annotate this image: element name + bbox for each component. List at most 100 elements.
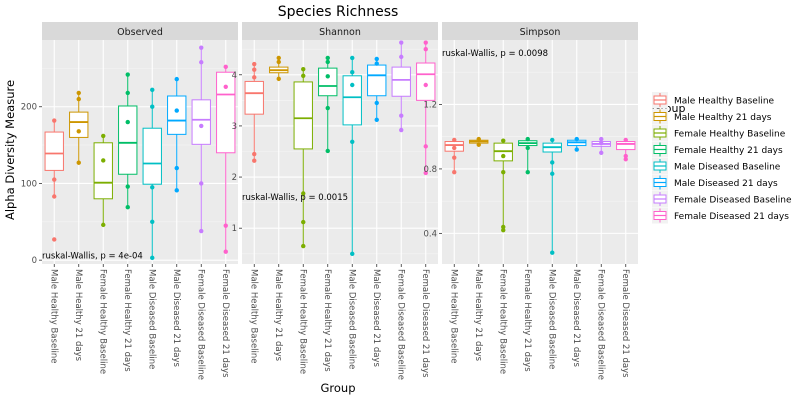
data-point — [525, 136, 530, 142]
box-iqr — [318, 67, 338, 97]
data-point — [423, 40, 428, 45]
data-point — [276, 76, 281, 82]
facet-panel-shannon: Shannon 1 2 3 4 ruskal-Wallis, p = 0.0015 Male… — [232, 22, 438, 380]
data-point — [301, 73, 306, 78]
box-iqr — [167, 95, 187, 135]
kruskal-wallis-annotation: ruskal-Wallis, p = 0.0015 — [242, 193, 348, 203]
data-point — [223, 84, 228, 89]
data-point — [623, 137, 628, 143]
legend-label: Male Healthy 21 days — [674, 113, 772, 123]
data-point — [350, 251, 355, 256]
box-male-healthy-baseline — [444, 137, 464, 175]
data-point — [325, 59, 330, 65]
x-tick-label: Male Diseased Baseline — [546, 269, 556, 369]
data-point — [374, 61, 379, 66]
x-tick-label: Male Healthy 21 days — [273, 269, 283, 362]
facet-strip — [242, 22, 438, 40]
data-point — [399, 54, 404, 60]
box-male-diseased-21-days — [367, 56, 387, 122]
legend-label: Female Healthy Baseline — [674, 130, 786, 140]
x-axis-label: Group — [320, 381, 355, 395]
data-point — [476, 136, 481, 142]
data-point — [550, 160, 555, 165]
box-male-diseased-21-days — [167, 76, 187, 193]
data-point — [501, 224, 506, 230]
data-point — [423, 144, 428, 149]
box-female-healthy-baseline — [493, 138, 513, 233]
x-tick-label: Male Diseased 21 days — [371, 269, 381, 368]
box-iqr — [293, 81, 313, 150]
data-point — [325, 148, 330, 154]
legend-item: Male Diseased Baseline — [652, 158, 781, 174]
box-female-diseased-baseline — [191, 45, 211, 234]
data-point — [199, 60, 204, 65]
data-point — [76, 160, 81, 165]
data-point — [52, 118, 57, 123]
x-tick-label: Female Healthy 21 days — [122, 269, 132, 372]
x-tick-label: Female Diseased Baseline — [195, 269, 205, 380]
x-tick-label: Female Healthy 21 days — [522, 269, 532, 372]
data-point — [52, 194, 57, 199]
x-tick-label: Male Healthy 21 days — [73, 269, 83, 362]
y-tick-label: 0 — [32, 256, 37, 266]
x-tick-label: Male Diseased 21 days — [171, 269, 181, 368]
data-point — [452, 145, 457, 151]
box-male-diseased-baseline — [542, 137, 562, 255]
data-point — [252, 75, 257, 80]
data-point — [301, 66, 306, 72]
data-point — [199, 123, 204, 129]
data-point — [101, 158, 106, 163]
data-point — [125, 184, 130, 189]
data-point — [150, 104, 155, 109]
data-point — [325, 55, 330, 61]
data-point — [623, 157, 628, 162]
facet-strip-label: Observed — [117, 27, 163, 38]
box-female-diseased-21-days — [616, 137, 636, 162]
data-point — [301, 243, 306, 249]
y-tick-label: 3 — [232, 122, 237, 132]
x-tick-label: Female Healthy Baseline — [297, 269, 307, 374]
legend-item: Female Diseased 21 days — [652, 207, 789, 224]
y-tick-label: 100 — [21, 179, 37, 189]
x-tick-label: Female Diseased 21 days — [420, 269, 430, 378]
data-point — [52, 237, 57, 242]
data-point — [101, 133, 106, 139]
x-tick-label: Male Diseased 21 days — [571, 269, 581, 368]
y-tick-label: 0.4 — [423, 229, 437, 239]
legend-item: Female Healthy 21 days — [652, 141, 783, 158]
data-point — [101, 222, 106, 228]
box-female-healthy-baseline — [93, 133, 113, 228]
data-point — [223, 64, 228, 70]
x-tick-label: Female Diseased 21 days — [220, 269, 230, 378]
box-male-healthy-21-days — [269, 55, 289, 82]
box-male-diseased-baseline — [142, 87, 162, 261]
y-tick-label: 4 — [232, 71, 237, 81]
facet-strip-label: Shannon — [319, 27, 361, 38]
legend-item: Male Healthy Baseline — [652, 92, 775, 108]
data-point — [423, 47, 428, 52]
data-point — [301, 219, 306, 225]
x-tick-label: Male Healthy 21 days — [473, 269, 483, 362]
data-point — [252, 67, 257, 72]
y-axis-label: Alpha Diversity Measure — [3, 80, 17, 220]
kruskal-wallis-annotation: ruskal-Wallis, p = 4e-04 — [42, 252, 143, 262]
data-point — [174, 108, 179, 113]
data-point — [252, 61, 257, 67]
data-point — [276, 59, 281, 65]
data-point — [599, 140, 604, 146]
legend-label: Female Diseased 21 days — [674, 212, 789, 222]
box-male-diseased-baseline — [342, 55, 362, 256]
y-tick-label: 2 — [232, 173, 237, 183]
data-point — [452, 169, 457, 175]
legend-item: Male Healthy 21 days — [652, 108, 772, 125]
box-iqr — [93, 142, 113, 200]
x-tick-label: Male Healthy Baseline — [48, 269, 58, 364]
data-point — [125, 72, 130, 77]
data-point — [374, 117, 379, 122]
legend-label: Female Healthy 21 days — [674, 146, 783, 156]
legend-label: Male Healthy Baseline — [674, 97, 775, 107]
x-tick-label: Male Healthy Baseline — [448, 269, 458, 364]
box-iqr — [142, 127, 162, 185]
